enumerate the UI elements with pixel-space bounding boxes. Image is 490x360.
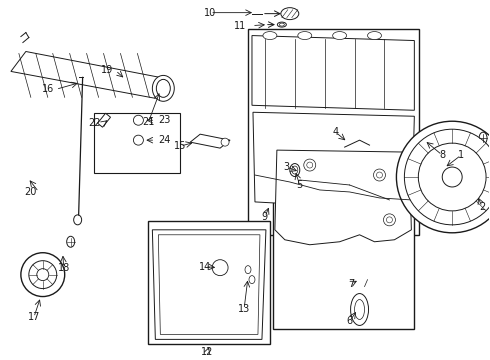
Text: 18: 18 bbox=[58, 263, 70, 273]
Text: 13: 13 bbox=[238, 305, 250, 315]
Ellipse shape bbox=[368, 32, 382, 40]
Ellipse shape bbox=[249, 276, 255, 284]
Ellipse shape bbox=[281, 8, 299, 20]
Text: 24: 24 bbox=[158, 135, 171, 145]
Text: 23: 23 bbox=[158, 115, 171, 125]
Ellipse shape bbox=[152, 75, 174, 101]
Text: 20: 20 bbox=[24, 187, 37, 197]
Ellipse shape bbox=[479, 132, 487, 144]
Text: 6: 6 bbox=[346, 316, 353, 327]
Circle shape bbox=[404, 129, 490, 225]
Circle shape bbox=[133, 135, 144, 145]
Ellipse shape bbox=[263, 32, 277, 40]
Bar bbox=[273, 147, 415, 329]
Circle shape bbox=[37, 269, 49, 280]
Ellipse shape bbox=[67, 236, 74, 247]
Text: 8: 8 bbox=[439, 150, 445, 160]
Circle shape bbox=[373, 169, 386, 181]
Polygon shape bbox=[275, 150, 412, 245]
Circle shape bbox=[221, 138, 229, 146]
Text: 11: 11 bbox=[234, 21, 246, 31]
Text: 3: 3 bbox=[284, 162, 290, 172]
Polygon shape bbox=[190, 134, 230, 148]
Text: 10: 10 bbox=[204, 8, 216, 18]
Text: 5: 5 bbox=[296, 180, 303, 190]
Bar bbox=[94, 113, 180, 173]
Ellipse shape bbox=[290, 163, 300, 176]
Polygon shape bbox=[252, 36, 415, 110]
Circle shape bbox=[212, 260, 228, 276]
Polygon shape bbox=[253, 112, 415, 205]
Text: 14: 14 bbox=[199, 262, 211, 272]
Ellipse shape bbox=[350, 293, 368, 325]
Polygon shape bbox=[98, 113, 111, 127]
Circle shape bbox=[304, 159, 316, 171]
Text: 4: 4 bbox=[333, 127, 339, 137]
Polygon shape bbox=[11, 51, 171, 98]
Text: 12: 12 bbox=[201, 347, 213, 357]
Text: 15: 15 bbox=[174, 141, 186, 151]
Polygon shape bbox=[152, 230, 266, 339]
Text: 7: 7 bbox=[348, 279, 355, 289]
Bar bbox=[248, 28, 419, 235]
Text: 21: 21 bbox=[142, 117, 154, 127]
Bar bbox=[148, 221, 270, 345]
Circle shape bbox=[21, 253, 65, 297]
Circle shape bbox=[384, 214, 395, 226]
Ellipse shape bbox=[298, 32, 312, 40]
Circle shape bbox=[396, 121, 490, 233]
Circle shape bbox=[29, 261, 57, 289]
Circle shape bbox=[133, 115, 144, 125]
Text: 17: 17 bbox=[27, 312, 40, 323]
Text: 2: 2 bbox=[479, 202, 485, 212]
Text: 19: 19 bbox=[101, 66, 114, 76]
Text: 1: 1 bbox=[458, 150, 464, 160]
Ellipse shape bbox=[245, 266, 251, 274]
Text: 22: 22 bbox=[88, 118, 101, 128]
Circle shape bbox=[418, 143, 486, 211]
Circle shape bbox=[442, 167, 462, 187]
Text: 16: 16 bbox=[42, 84, 54, 94]
Text: 9: 9 bbox=[262, 212, 268, 222]
Ellipse shape bbox=[333, 32, 346, 40]
Ellipse shape bbox=[156, 80, 171, 97]
